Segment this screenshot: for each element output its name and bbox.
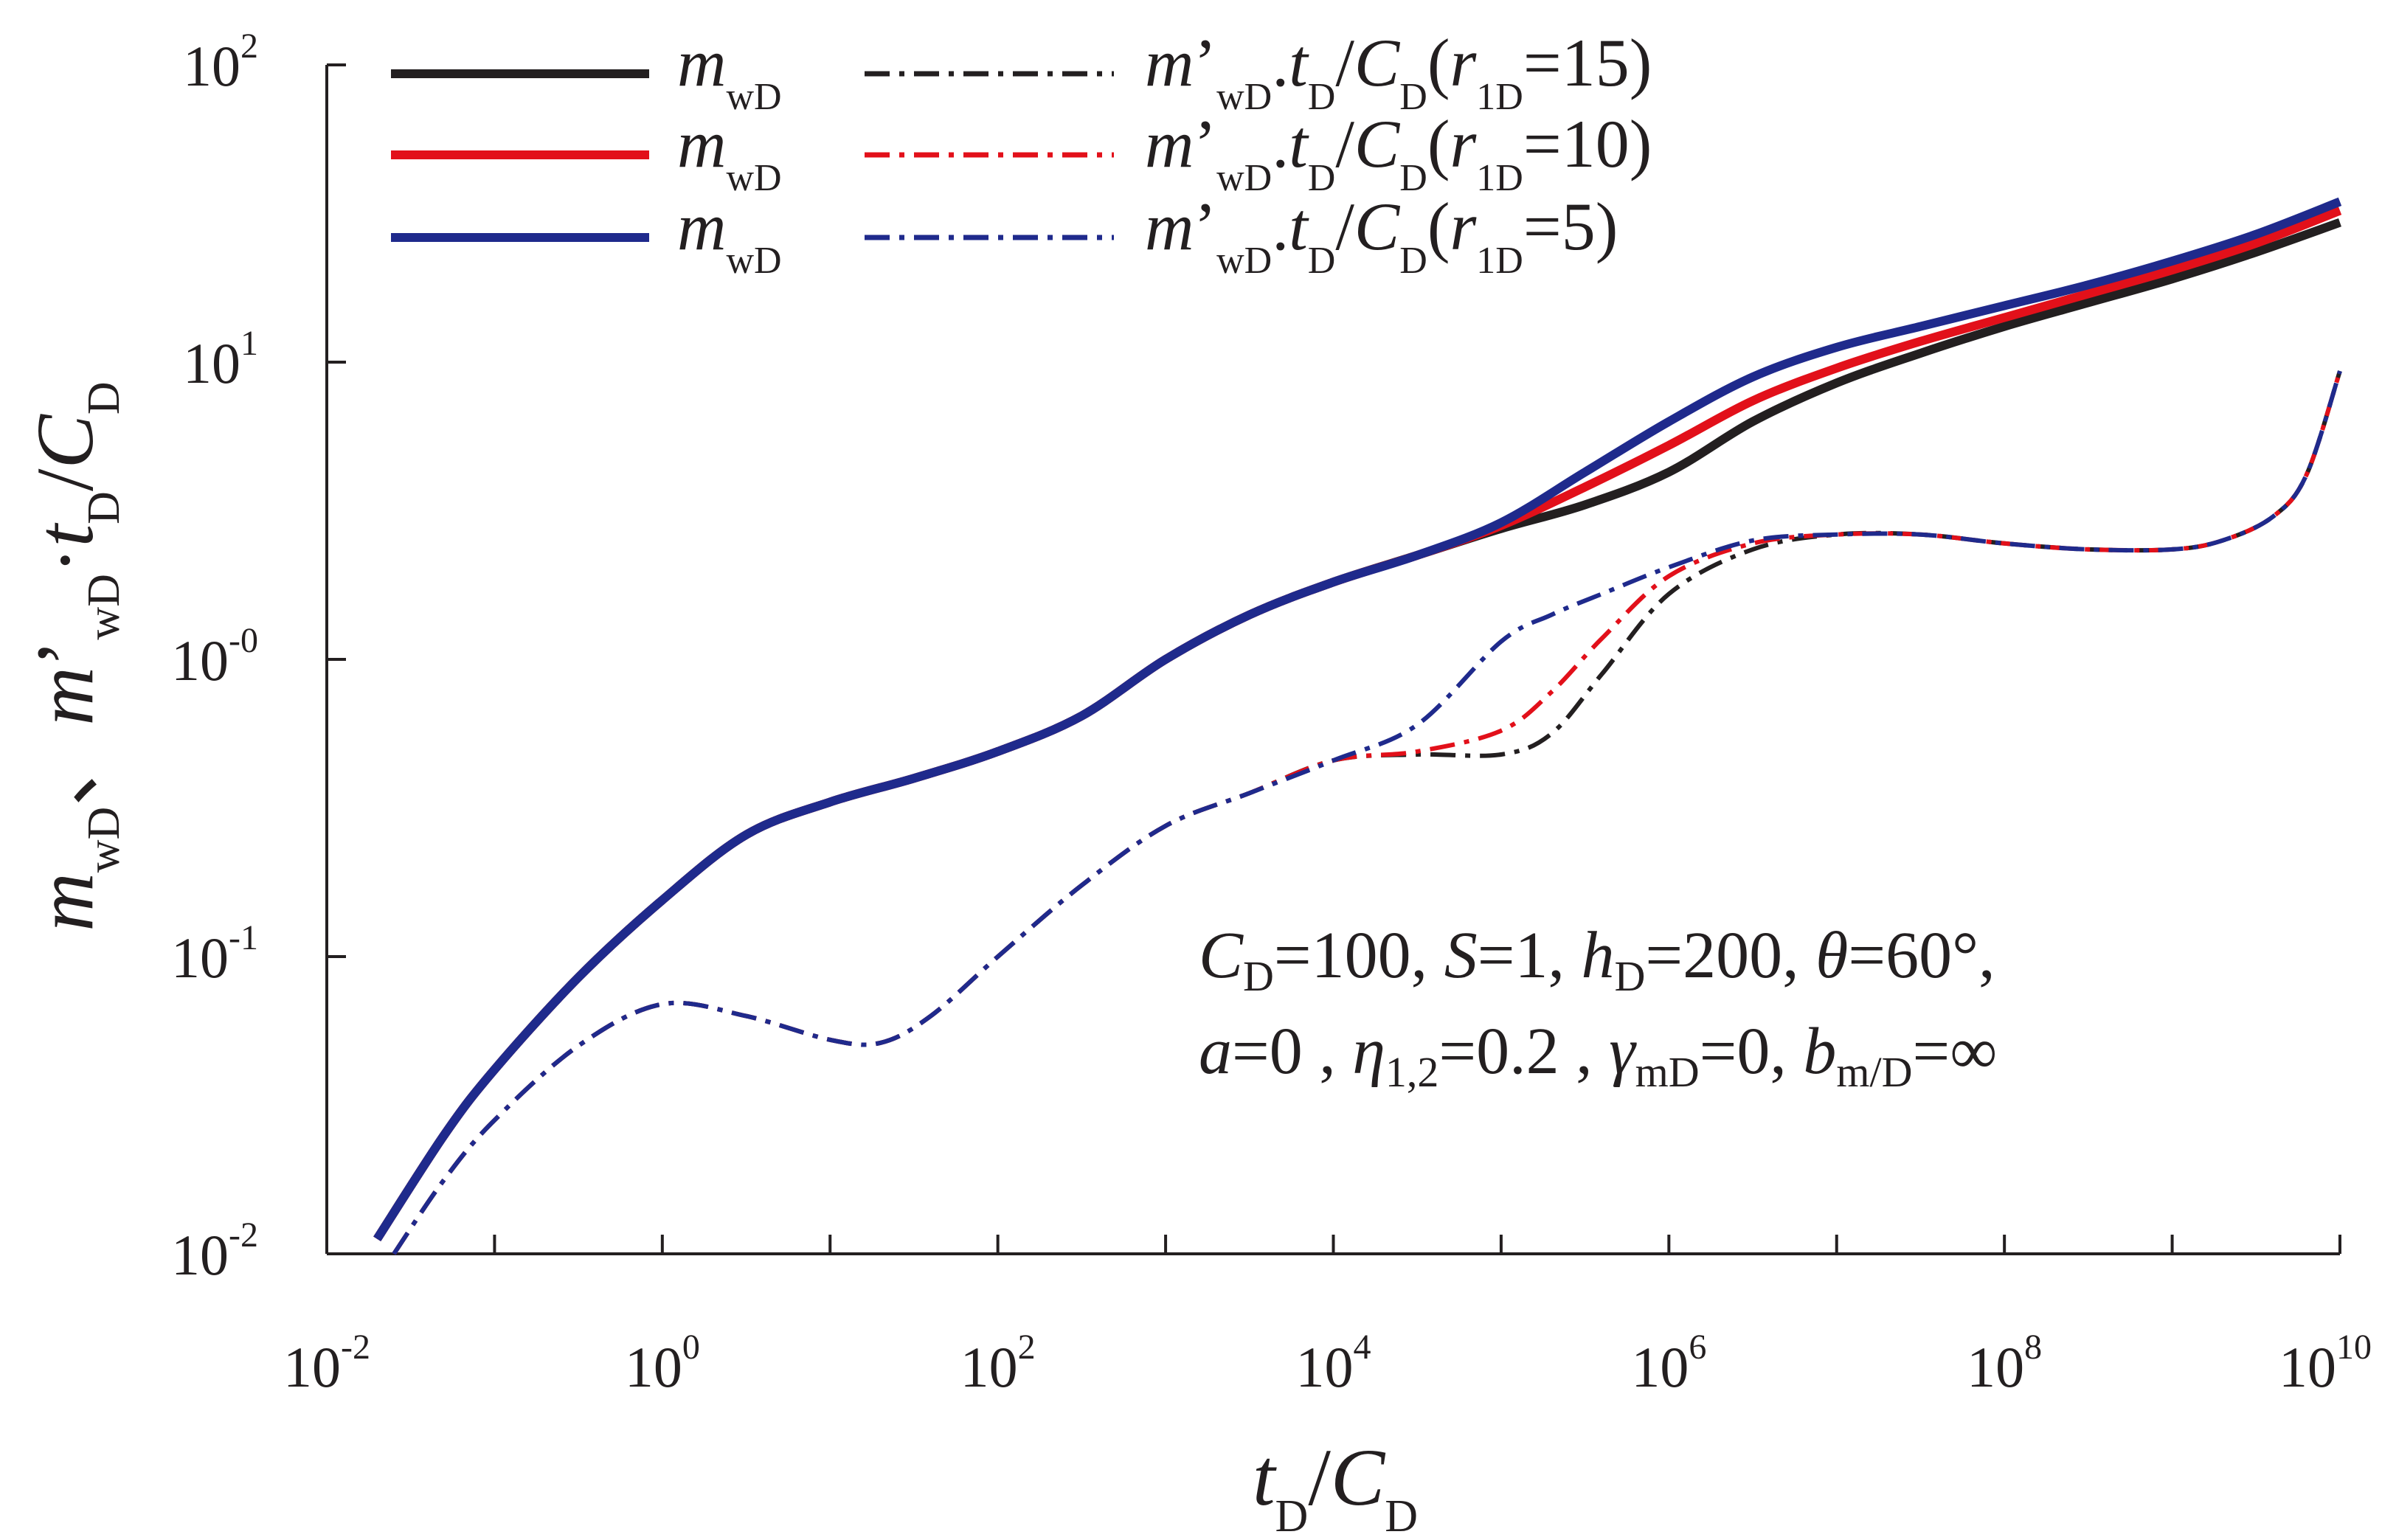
legend-solid-label: mwD xyxy=(677,189,782,282)
legend: mwD m’wD.tD/CD(r1D=15) mwD m’wD.tD/CD(r1D=1… xyxy=(391,25,1652,282)
y-axis-title: mwD、m’wD·tD/CD xyxy=(20,381,129,931)
y-tick-label: 102 xyxy=(183,27,258,98)
legend-solid-label: mwD xyxy=(677,25,782,118)
legend-item-r1d-5: mwD m’wD.tD/CD(r1D=5) xyxy=(391,189,1618,282)
series-line-derivative-10 xyxy=(392,370,2342,1255)
annotation-line-2: a=0 , η1,2=0.2 , γmD=0, bm/D=∞ xyxy=(1199,1015,1997,1096)
x-tick-label: 100 xyxy=(625,1328,700,1399)
legend-dashed-label: m’wD.tD/CD(r1D=10) xyxy=(1145,106,1652,199)
legend-solid-label: mwD xyxy=(677,106,782,199)
y-tick-label: 10-1 xyxy=(171,918,258,990)
x-tick-label: 10-2 xyxy=(283,1328,370,1399)
x-tick-label: 104 xyxy=(1296,1328,1371,1399)
annotation-line-1: CD=100, S=1, hD=200, θ=60°, xyxy=(1199,919,1995,1000)
plot-area xyxy=(373,197,2342,1255)
x-tick-label: 108 xyxy=(1967,1328,2042,1399)
legend-dashed-label: m’wD.tD/CD(r1D=5) xyxy=(1145,189,1618,282)
legend-dashed-label: m’wD.tD/CD(r1D=15) xyxy=(1145,25,1652,118)
x-tick-label: 106 xyxy=(1631,1328,1706,1399)
x-tick-label: 102 xyxy=(960,1328,1036,1399)
y-tick-label: 101 xyxy=(183,324,258,395)
legend-item-r1d-10: mwD m’wD.tD/CD(r1D=10) xyxy=(391,106,1652,199)
y-tick-label: 10-2 xyxy=(171,1215,258,1287)
axis-labels: tD/CD mwD、m’wD·tD/CD xyxy=(20,381,1418,1540)
series-line-pressure-15 xyxy=(373,197,2342,1242)
x-tick-label: 1010 xyxy=(2279,1328,2372,1399)
axes: 10-2 100 102 104 106 108 1010 102 101 10-0 10-1 10-… xyxy=(171,27,2372,1399)
legend-item-r1d-15: mwD m’wD.tD/CD(r1D=15) xyxy=(391,25,1652,118)
series-line-derivative-15 xyxy=(392,370,2342,1255)
annotation: CD=100, S=1, hD=200, θ=60°, a=0 , η1,2=0.… xyxy=(1199,919,1997,1096)
series-line-derivative-15 xyxy=(392,370,2342,1255)
x-axis-title: tD/CD xyxy=(1253,1432,1418,1540)
y-tick-label: 10-0 xyxy=(171,621,258,693)
